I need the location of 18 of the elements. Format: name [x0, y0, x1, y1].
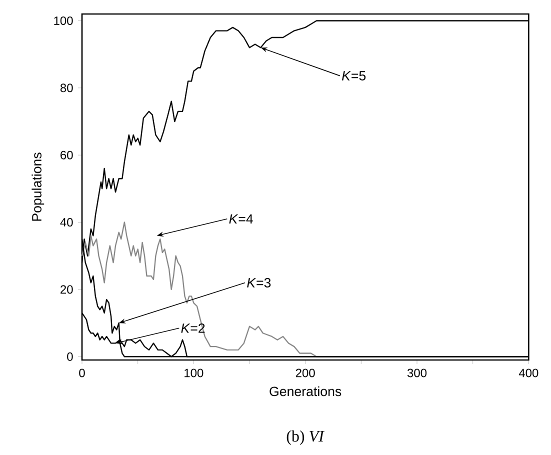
y-tick-label: 100 — [54, 16, 73, 25]
annotation: K=5 — [342, 71, 366, 80]
y-tick-label: 80 — [60, 84, 73, 92]
y-tick-label: 0 — [67, 352, 73, 361]
y-tick-label: 40 — [60, 218, 73, 227]
x-tick-label: 100 — [184, 368, 204, 378]
x-tick-label: 0 — [79, 368, 85, 378]
x-tick-label: 300 — [407, 368, 427, 378]
y-axis-title: Populations — [32, 152, 44, 221]
x-tick-label: 200 — [296, 368, 315, 378]
x-tick-label: 400 — [518, 368, 538, 378]
annotation: K=3 — [247, 278, 271, 288]
y-tick-label: 60 — [60, 150, 73, 160]
x-axis-title: Generations — [270, 386, 342, 396]
annotation: K=4 — [229, 214, 253, 224]
y-tick-label: 20 — [60, 285, 73, 294]
text: (b) VI — [286, 430, 325, 445]
annotation: K=2 — [181, 323, 205, 333]
